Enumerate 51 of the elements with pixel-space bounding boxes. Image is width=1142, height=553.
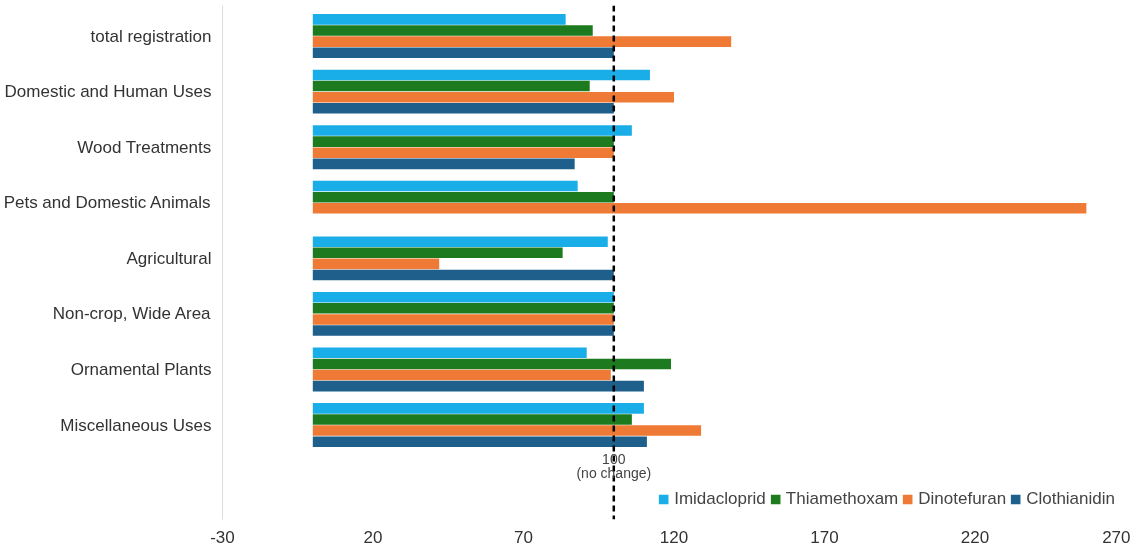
bar bbox=[312, 80, 590, 92]
legend-label: Clothianidin bbox=[1026, 489, 1115, 509]
y-tick-label: Ornamental Plants bbox=[70, 359, 212, 379]
y-tick-label: Domestic and Human Uses bbox=[4, 82, 212, 102]
x-tick-label: 220 bbox=[960, 527, 990, 547]
x-tick-label: 270 bbox=[1102, 527, 1131, 547]
bar bbox=[312, 147, 614, 159]
bar bbox=[312, 91, 674, 103]
bar bbox=[312, 136, 614, 147]
y-tick-label: Miscellaneous Uses bbox=[60, 415, 212, 435]
bar bbox=[312, 269, 614, 281]
bar bbox=[312, 125, 632, 136]
legend-label: Dinotefuran bbox=[918, 489, 1007, 509]
bar bbox=[312, 414, 632, 425]
bar bbox=[312, 436, 647, 447]
x-tick-label: 70 bbox=[514, 527, 533, 547]
bar bbox=[312, 203, 1087, 214]
bar bbox=[312, 303, 614, 314]
bar bbox=[312, 247, 563, 259]
bar bbox=[312, 14, 566, 25]
legend-label: Imidacloprid bbox=[674, 489, 766, 509]
y-tick-label: Non-crop, Wide Area bbox=[52, 304, 212, 324]
bar bbox=[312, 380, 644, 392]
bar bbox=[312, 191, 614, 203]
y-tick-label: Pets and Domestic Animals bbox=[3, 193, 211, 213]
bar bbox=[312, 369, 611, 381]
bar bbox=[312, 158, 575, 170]
x-tick-label: -30 bbox=[210, 527, 235, 547]
x-tick-label: 20 bbox=[363, 527, 383, 547]
bar bbox=[312, 291, 614, 303]
y-tick-label: Wood Treatments bbox=[77, 137, 212, 157]
bar bbox=[312, 425, 702, 436]
x-tick-label: 120 bbox=[659, 527, 689, 547]
legend-label: Thiamethoxam bbox=[785, 489, 899, 509]
bar bbox=[312, 103, 614, 114]
bar bbox=[312, 236, 608, 247]
x-tick-label: 170 bbox=[810, 527, 839, 547]
bar bbox=[312, 325, 614, 336]
bar bbox=[312, 258, 440, 270]
y-tick-label: total registration bbox=[90, 26, 212, 46]
bar bbox=[312, 358, 671, 370]
bar bbox=[312, 347, 587, 359]
bar bbox=[312, 25, 593, 36]
y-tick-label: Agricultural bbox=[126, 248, 212, 268]
bar bbox=[312, 69, 650, 81]
bar bbox=[312, 180, 578, 192]
bar bbox=[312, 403, 644, 414]
bar bbox=[312, 47, 614, 59]
bar bbox=[312, 314, 614, 325]
bar bbox=[312, 36, 732, 47]
ref-line-label: 100 (no change) bbox=[576, 450, 652, 481]
